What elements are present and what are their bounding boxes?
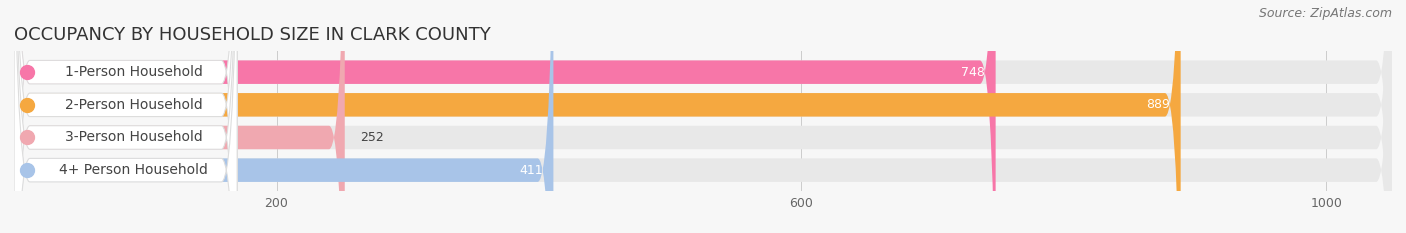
Text: Source: ZipAtlas.com: Source: ZipAtlas.com <box>1258 7 1392 20</box>
Text: 889: 889 <box>1146 98 1170 111</box>
Text: 4+ Person Household: 4+ Person Household <box>59 163 208 177</box>
FancyBboxPatch shape <box>14 0 995 233</box>
FancyBboxPatch shape <box>14 0 238 233</box>
FancyBboxPatch shape <box>14 0 238 233</box>
Text: 252: 252 <box>360 131 384 144</box>
Text: 3-Person Household: 3-Person Household <box>65 130 202 144</box>
Text: 411: 411 <box>519 164 543 177</box>
FancyBboxPatch shape <box>14 0 344 233</box>
FancyBboxPatch shape <box>14 0 1392 233</box>
Text: 748: 748 <box>962 66 986 79</box>
FancyBboxPatch shape <box>14 0 554 233</box>
FancyBboxPatch shape <box>14 0 1392 233</box>
FancyBboxPatch shape <box>14 0 1392 233</box>
FancyBboxPatch shape <box>14 0 238 233</box>
FancyBboxPatch shape <box>14 0 238 233</box>
Text: OCCUPANCY BY HOUSEHOLD SIZE IN CLARK COUNTY: OCCUPANCY BY HOUSEHOLD SIZE IN CLARK COU… <box>14 26 491 44</box>
Text: 2-Person Household: 2-Person Household <box>65 98 202 112</box>
FancyBboxPatch shape <box>14 0 1181 233</box>
Text: 1-Person Household: 1-Person Household <box>65 65 202 79</box>
FancyBboxPatch shape <box>14 0 1392 233</box>
